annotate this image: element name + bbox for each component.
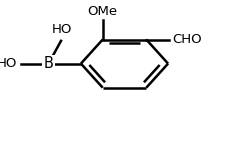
Text: B: B	[44, 56, 54, 71]
Text: OMe: OMe	[88, 5, 118, 18]
Text: HO: HO	[0, 57, 17, 70]
Text: CHO: CHO	[173, 33, 202, 46]
Text: HO: HO	[52, 23, 72, 36]
